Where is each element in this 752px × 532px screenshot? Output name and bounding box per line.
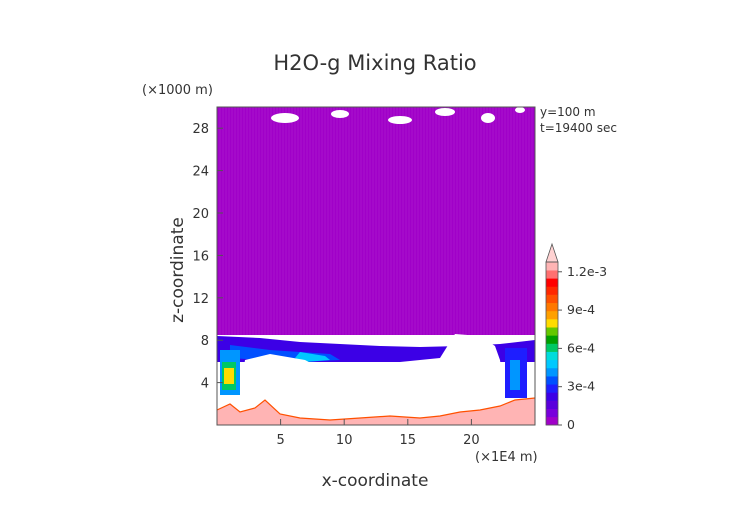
colorbar-segment <box>546 416 558 426</box>
colorbar-tick-label: 3e-4 <box>567 379 595 394</box>
colorbar-segment <box>546 278 558 287</box>
colorbar-segment <box>546 384 558 393</box>
plot-area <box>216 106 536 426</box>
x-tick-label: 20 <box>463 433 480 448</box>
colorbar-segment <box>546 286 558 295</box>
y-tick-label: 4 <box>201 377 209 392</box>
surface-layer <box>217 398 535 425</box>
colorbar-segment <box>546 327 558 336</box>
y-tick-label: 16 <box>192 249 209 264</box>
annotation-time: t=19400 sec <box>540 121 617 135</box>
y-tick-label: 28 <box>192 122 209 137</box>
annotation-y: y=100 m <box>540 105 596 119</box>
y-tick-label: 20 <box>192 207 209 222</box>
colorbar: 0 3e-4 6e-4 9e-4 1.2e-3 <box>545 242 607 432</box>
x-axis-title: x-coordinate <box>322 471 429 491</box>
left-moist-peak <box>224 368 234 384</box>
x-unit-label: (×1E4 m) <box>475 450 538 465</box>
top-white-patches <box>271 107 525 124</box>
y-axis: 4 8 12 16 20 24 28 <box>192 122 223 392</box>
colorbar-segment <box>546 408 558 418</box>
right-moist-core <box>510 360 520 390</box>
colorbar-segment <box>546 310 558 320</box>
colorbar-segment <box>546 302 558 312</box>
y-tick-label: 8 <box>201 334 209 349</box>
y-tick-label: 12 <box>192 292 209 307</box>
plot-frame <box>216 106 536 426</box>
colorbar-segment <box>546 359 558 369</box>
colorbar-extend-arrow <box>545 242 559 263</box>
x-tick-label: 5 <box>276 433 284 448</box>
y-tick-label: 24 <box>192 165 209 180</box>
colorbar-segment <box>546 343 558 352</box>
x-axis: 5 10 15 20 <box>276 419 480 448</box>
colorbar-segment <box>546 262 558 271</box>
x-tick-label: 15 <box>400 433 417 448</box>
colorbar-segment <box>546 270 558 279</box>
colorbar-tick-label: 1.2e-3 <box>567 264 607 279</box>
moist-band-cyan <box>295 352 330 362</box>
colorbar-tick-label: 0 <box>567 417 575 432</box>
chart-title: H2O-g Mixing Ratio <box>273 51 476 75</box>
colorbar-segment <box>546 400 558 409</box>
colorbar-segment <box>546 367 558 377</box>
colorbar-segment <box>546 335 558 344</box>
colorbar-segment <box>546 319 558 328</box>
colorbar-frame <box>545 261 559 426</box>
colorbar-segment <box>546 376 558 385</box>
surface-edge <box>216 397 536 421</box>
field-texture <box>219 107 533 335</box>
x-tick-label: 10 <box>336 433 353 448</box>
colorbar-tick-label: 9e-4 <box>567 302 595 317</box>
colorbar-segment <box>546 294 558 304</box>
y-unit-label: (×1000 m) <box>142 83 213 98</box>
white-region <box>240 334 505 416</box>
colorbar-segment <box>546 392 558 401</box>
colorbar-tick-label: 6e-4 <box>567 340 595 355</box>
colorbar-segment <box>546 351 558 361</box>
y-axis-title: z-coordinate <box>168 217 188 323</box>
